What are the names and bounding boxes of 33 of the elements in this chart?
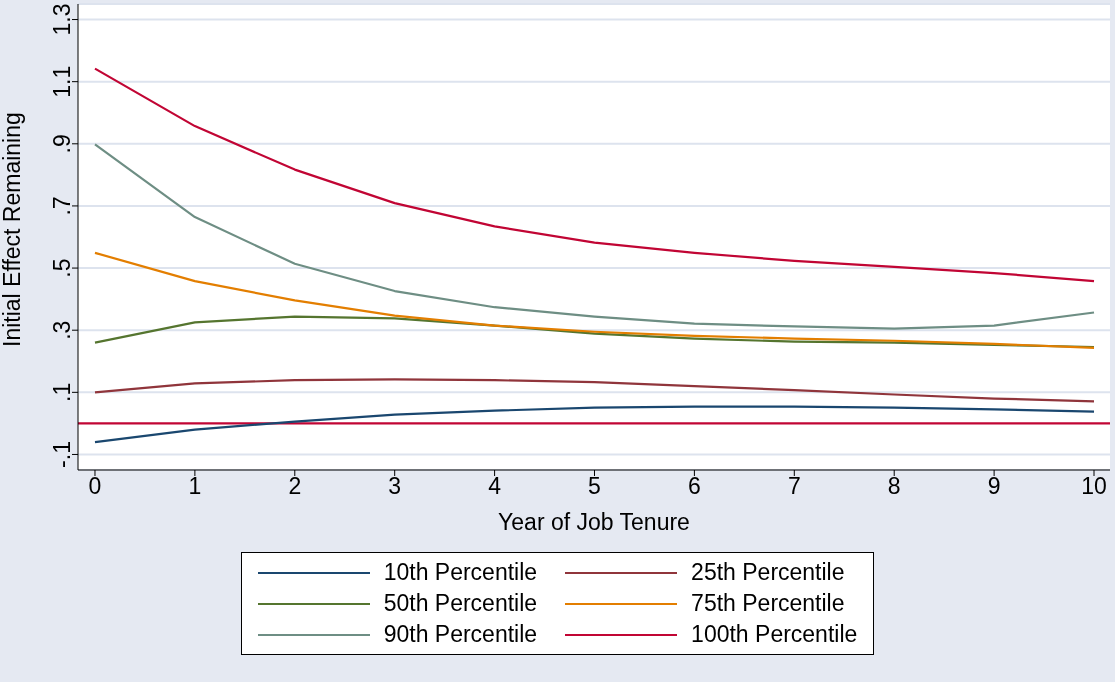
line-series (93, 143, 1096, 330)
x-tick-label: 7 (787, 473, 801, 500)
legend-label: 50th Percentile (383, 590, 538, 617)
x-tick-label: 10 (1081, 473, 1107, 500)
x-tick-label: 8 (887, 473, 901, 500)
legend-label: 100th Percentile (691, 621, 858, 648)
x-axis-title: Year of Job Tenure (498, 509, 690, 535)
legend-label: 25th Percentile (691, 559, 845, 586)
y-tick-label: -.1 (49, 441, 76, 468)
line-series (93, 378, 1096, 403)
x-tick-label: 6 (688, 473, 701, 500)
x-tick-label: 1 (188, 473, 202, 500)
line-series (93, 251, 1096, 350)
x-tick-label: 3 (388, 473, 402, 500)
y-tick-label: 1.3 (49, 3, 76, 36)
line-series (93, 67, 1096, 283)
y-tick-label: .9 (49, 134, 76, 154)
x-tick-label: 5 (588, 473, 601, 500)
x-tick-label: 9 (987, 473, 1001, 500)
y-tick-label: 1.1 (49, 65, 76, 98)
y-tick-label: .7 (49, 196, 76, 216)
legend-label: 90th Percentile (383, 621, 538, 648)
x-tick-label: 2 (288, 473, 302, 500)
x-tick-label: 4 (488, 473, 502, 500)
y-tick-label: .3 (49, 320, 76, 340)
y-tick-label: .1 (49, 382, 76, 402)
legend-label: 75th Percentile (691, 590, 845, 617)
line-series (93, 315, 1096, 349)
line-series (93, 405, 1096, 444)
x-tick-label: 0 (88, 473, 102, 500)
y-tick-label: .5 (49, 258, 76, 278)
y-axis-title: Initial Effect Remaining (0, 112, 26, 347)
legend-label: 10th Percentile (383, 559, 538, 586)
